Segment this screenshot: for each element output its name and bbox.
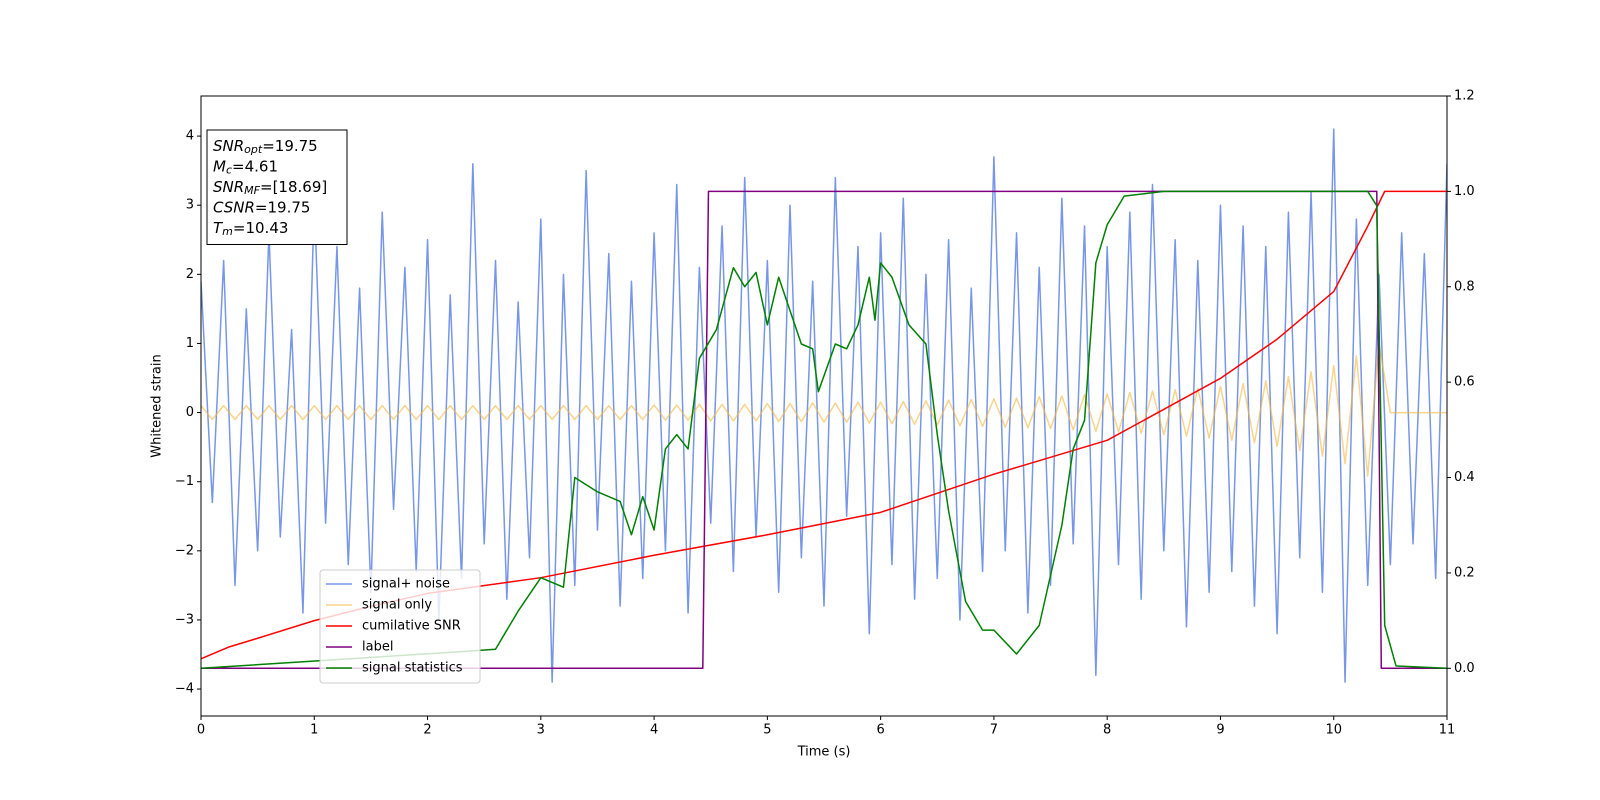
axes-frame xyxy=(200,95,1448,717)
annotation-sub: opt xyxy=(244,143,263,156)
annotation-text: SNRopt=19.75 xyxy=(213,137,318,157)
annotation-sub: MF xyxy=(244,184,260,197)
annotation-box xyxy=(206,129,348,245)
annotation-base: T xyxy=(213,219,224,237)
x-axis-label: Time (s) xyxy=(797,745,851,760)
annotation-base: M xyxy=(213,157,226,175)
y2-tick-label: 0.0 xyxy=(1454,661,1475,676)
x-tick-label: 7 xyxy=(990,723,998,738)
legend-box xyxy=(319,569,481,684)
annotation-base: SNR xyxy=(213,178,244,196)
legend-label: cumilative SNR xyxy=(362,619,461,634)
y-tick-label: 3 xyxy=(186,198,194,213)
x-tick-label: 10 xyxy=(1325,723,1342,738)
y-tick-label: 0 xyxy=(186,405,194,420)
y-tick-label: 4 xyxy=(186,129,194,144)
annotation-sub: m xyxy=(222,225,233,238)
annotation-rest: =10.43 xyxy=(233,219,289,237)
annotation-rest: =19.75 xyxy=(255,198,311,216)
x-tick-label: 3 xyxy=(537,723,545,738)
y2-tick-label: 0.2 xyxy=(1454,565,1475,580)
annotation-text: Mc=4.61 xyxy=(213,157,278,177)
x-tick-label: 2 xyxy=(423,723,431,738)
legend-label: signal only xyxy=(362,598,432,613)
series-line xyxy=(201,128,1447,683)
y2-tick-label: 0.8 xyxy=(1454,279,1475,294)
y-tick-label: −2 xyxy=(175,543,194,558)
plot-lines xyxy=(201,128,1447,683)
x-tick-label: 11 xyxy=(1439,723,1456,738)
series-line xyxy=(201,190,1447,670)
annotation-base: SNR xyxy=(213,137,244,155)
annotation-base: CSNR xyxy=(213,198,255,216)
annotation-text: CSNR=19.75 xyxy=(213,198,310,216)
y-axis-label: Whitened strain xyxy=(150,354,165,457)
legend-label: label xyxy=(362,640,393,655)
y-tick-label: 2 xyxy=(186,267,194,282)
series-line xyxy=(201,190,1447,660)
y2-tick-label: 1.0 xyxy=(1454,184,1475,199)
annotation-text: Tm=10.43 xyxy=(213,219,288,239)
series-line xyxy=(201,190,1447,670)
y-tick-label: −4 xyxy=(175,682,194,697)
y2-tick-label: 0.6 xyxy=(1454,375,1475,390)
y2-tick-label: 0.4 xyxy=(1454,470,1475,485)
annotation-rest: =19.75 xyxy=(262,137,318,155)
series-line xyxy=(201,342,1447,477)
annotation-rest: =4.61 xyxy=(232,157,278,175)
annotation-rest: =[18.69] xyxy=(260,178,327,196)
y-tick-label: −3 xyxy=(175,612,194,627)
annotation-sub: c xyxy=(226,164,232,177)
y2-tick-label: 1.2 xyxy=(1454,89,1475,104)
x-tick-label: 9 xyxy=(1216,723,1224,738)
annotation-text: SNRMF=[18.69] xyxy=(213,178,327,198)
x-tick-label: 5 xyxy=(763,723,771,738)
x-tick-label: 4 xyxy=(650,723,658,738)
y-tick-label: −1 xyxy=(175,474,194,489)
x-tick-label: 6 xyxy=(876,723,884,738)
y-tick-label: 1 xyxy=(186,336,194,351)
x-tick-label: 0 xyxy=(197,723,205,738)
legend-label: signal+ noise xyxy=(362,577,450,592)
x-tick-label: 8 xyxy=(1103,723,1111,738)
x-tick-label: 1 xyxy=(310,723,318,738)
legend-label: signal statistics xyxy=(362,661,463,676)
